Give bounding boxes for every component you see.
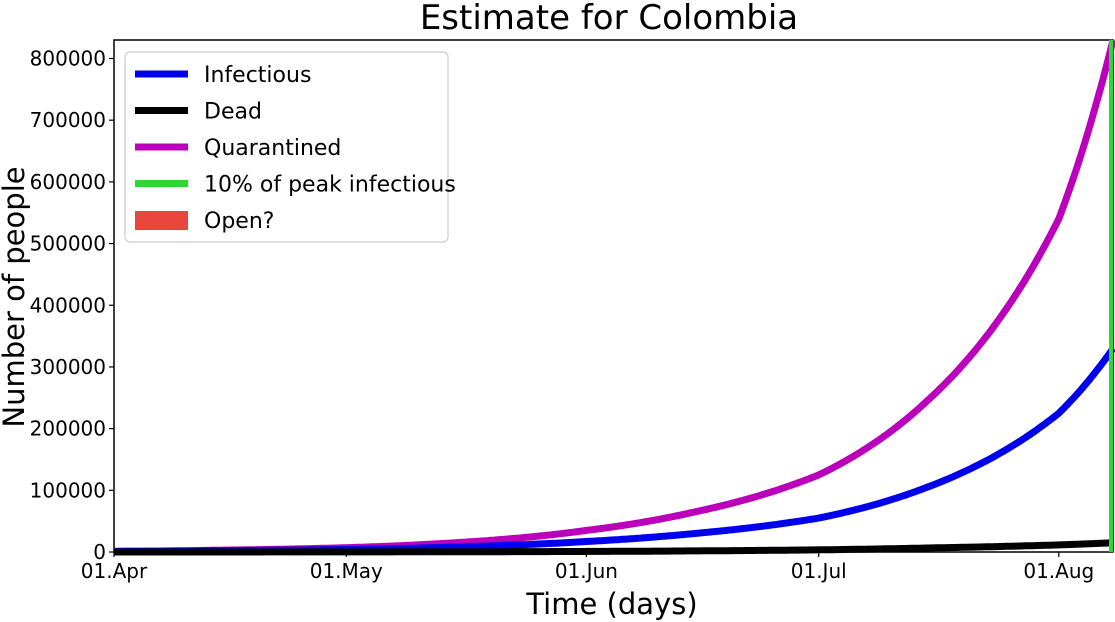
series-line-infectious: [112, 346, 1115, 555]
x-tick-label: 01.Apr: [81, 559, 148, 583]
y-tick-label: 500000: [30, 232, 106, 256]
legend-box: [124, 51, 449, 243]
y-tick-label: 0: [93, 540, 106, 564]
chart-title: Estimate for Colombia: [420, 0, 798, 38]
y-tick-label: 300000: [30, 355, 106, 379]
y-tick-label: 600000: [30, 170, 106, 194]
legend-label: Open?: [204, 209, 274, 234]
x-tick-label: 01.Aug: [1023, 559, 1094, 583]
x-tick-label: 01.May: [310, 559, 383, 583]
x-tick-label: 01.Jun: [555, 559, 618, 583]
legend-label: 10% of peak infectious: [204, 173, 456, 198]
x-tick-label: 01.Jul: [791, 559, 847, 583]
series-line-dead: [112, 539, 1115, 556]
legend-label: Quarantined: [204, 136, 341, 161]
y-tick-label: 400000: [30, 293, 106, 317]
y-tick-label: 800000: [30, 47, 106, 71]
y-axis-label: Number of people: [0, 166, 31, 427]
legend-label: Dead: [204, 100, 262, 125]
y-tick-label: 200000: [30, 417, 106, 441]
y-tick-label: 100000: [30, 478, 106, 502]
legend-label: Infectious: [204, 63, 311, 88]
y-tick-label: 700000: [30, 108, 106, 132]
plot-area: 0 100000 200000 300000 400000 500000 600000 700…: [30, 39, 1115, 583]
x-axis-label: Time (days): [525, 587, 697, 621]
legend-swatch: [135, 211, 188, 230]
